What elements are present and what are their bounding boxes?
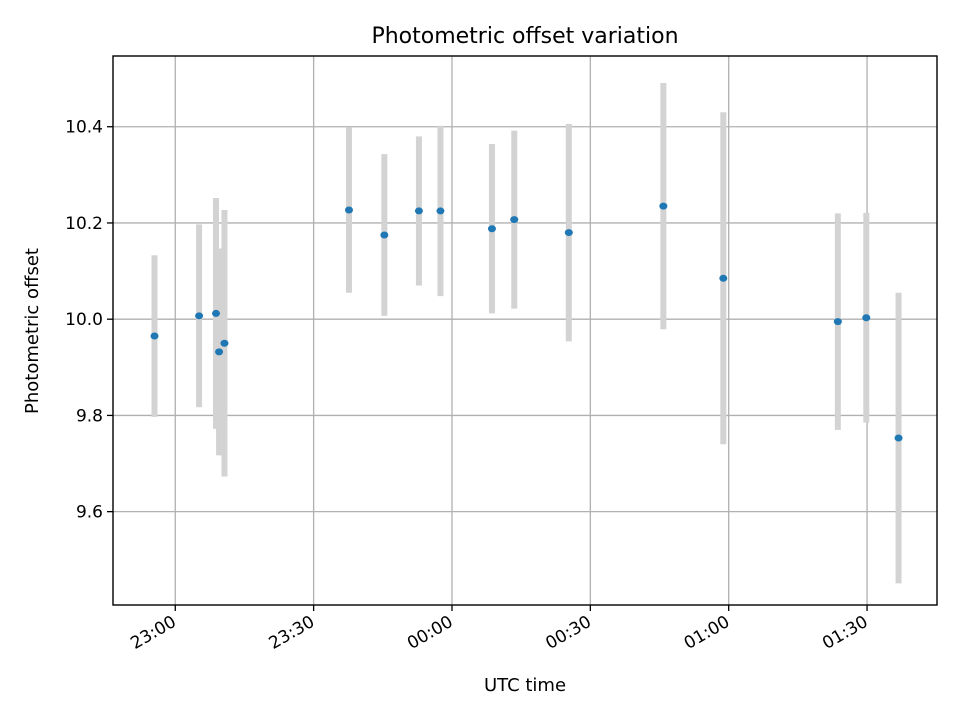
y-tick-label: 9.6 [76,503,103,523]
data-point [220,339,229,347]
data-point [212,309,220,317]
y-tick-label: 10.2 [65,214,103,234]
data-point [833,318,842,326]
data-point [195,312,204,320]
x-tick-label: 00:00 [404,612,456,654]
y-axis-label: Photometric offset [22,248,43,414]
error-bar-layer [151,82,902,584]
x-axis-label: UTC time [484,675,566,696]
data-point [414,207,423,215]
data-point-layer [150,202,903,442]
x-tick-label: 23:00 [127,612,179,654]
tick-layer: 23:00 23:30 00:00 00:30 01:00 01:30 9.6 9.8 10.0… [65,118,871,654]
data-point [564,229,573,237]
data-point [436,207,445,215]
data-point [894,434,903,442]
data-point [344,206,353,214]
plot-frame [112,55,938,606]
x-tick-label: 01:30 [819,612,871,654]
data-point [719,274,728,282]
data-point [215,348,224,356]
y-tick-label: 9.8 [76,406,103,426]
data-point [380,231,389,239]
data-point [150,332,159,340]
x-tick-label: 01:00 [681,612,733,654]
data-point [659,202,668,210]
y-tick-label: 10.4 [65,118,103,138]
x-tick-label: 23:30 [266,612,318,654]
x-tick-label: 00:30 [542,612,594,654]
data-point [510,216,519,224]
chart-title: Photometric offset variation [371,24,678,49]
y-tick-label: 10.0 [65,310,103,330]
grid-layer [113,56,937,605]
data-point [862,314,871,322]
data-point [487,225,496,233]
